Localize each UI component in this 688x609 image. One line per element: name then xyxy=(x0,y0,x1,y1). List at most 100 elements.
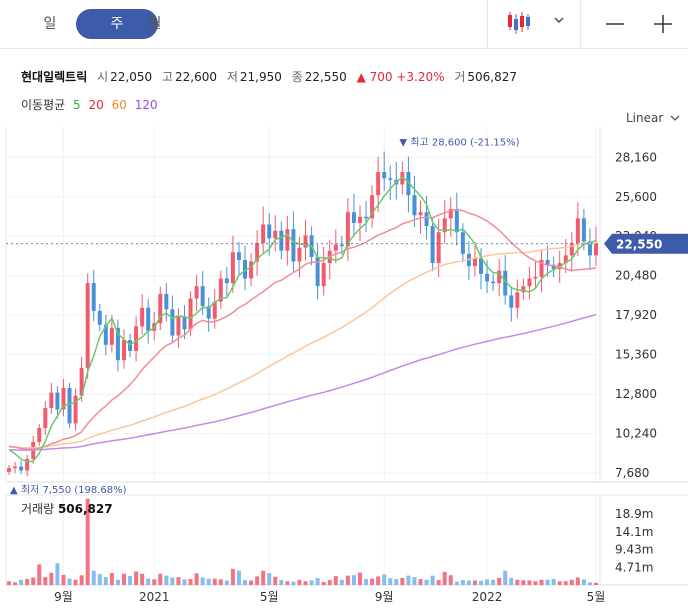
volume-bar xyxy=(188,579,193,585)
candle-body xyxy=(527,278,532,287)
y-tick-label: 7,680 xyxy=(615,466,649,480)
candle-body xyxy=(321,263,326,287)
volume-bar xyxy=(545,579,550,585)
candle-body xyxy=(146,307,151,331)
low-label: 저 xyxy=(226,70,238,84)
volume-bar xyxy=(249,580,254,585)
volume-bar xyxy=(479,580,484,585)
tab-week[interactable]: 주 xyxy=(76,9,158,39)
tab-month[interactable]: 월 xyxy=(148,16,162,32)
volume-bar xyxy=(152,579,157,585)
volume-tick-label: 4.71m xyxy=(615,560,653,574)
volume-bar xyxy=(103,577,108,585)
volume-bar xyxy=(31,577,36,585)
candle-body xyxy=(303,235,308,248)
candle-body xyxy=(267,224,272,239)
tab-day[interactable]: 일 xyxy=(43,16,57,32)
x-tick-label: 5월 xyxy=(260,590,279,604)
volume-bar xyxy=(364,579,369,585)
volume-bar xyxy=(224,580,229,585)
volume-bar xyxy=(575,577,580,585)
candle-body xyxy=(491,281,496,284)
ma120-legend: 120 xyxy=(134,98,158,112)
candle-body xyxy=(249,261,254,279)
candle-body xyxy=(497,270,502,284)
candle-body xyxy=(454,209,459,233)
volume-bar xyxy=(581,579,586,585)
candle-body xyxy=(273,230,278,239)
candle-body xyxy=(224,278,229,284)
x-tick-label: 9월 xyxy=(375,590,394,604)
volume-value: 506,827 xyxy=(467,70,518,84)
volume-bar xyxy=(146,578,151,585)
current-price-badge xyxy=(604,233,688,254)
volume-bar xyxy=(285,581,290,585)
x-tick-label: 5월 xyxy=(587,590,606,604)
volume-bar xyxy=(49,572,54,585)
candle-body xyxy=(503,270,508,296)
volume-tick-label: 9.43m xyxy=(615,543,653,557)
ma-legend-label: 이동평균 xyxy=(21,98,66,112)
change-value: ▲ 700 +3.20% xyxy=(356,70,445,84)
chart-toolbar: 일 주 월 xyxy=(0,0,688,49)
volume-bar xyxy=(164,575,169,585)
candle-body xyxy=(479,258,484,274)
volume-bar xyxy=(37,564,42,585)
volume-bar xyxy=(134,571,139,585)
candle-body xyxy=(472,258,477,267)
volume-bar xyxy=(309,580,314,585)
volume-bar xyxy=(85,498,90,585)
candle-body xyxy=(158,293,163,324)
volume-bar xyxy=(394,579,399,585)
candle-body xyxy=(594,243,598,256)
candle-body xyxy=(581,218,586,242)
candle-body xyxy=(176,317,181,336)
volume-tick-label: 14.1m xyxy=(615,525,653,539)
candle-body xyxy=(218,278,223,302)
volume-bar xyxy=(321,582,326,585)
volume-bar xyxy=(73,579,78,585)
chart-type-button[interactable] xyxy=(500,0,570,48)
scale-mode-select[interactable]: Linear xyxy=(626,111,680,125)
zoom-in-button[interactable] xyxy=(648,0,678,48)
candle-body xyxy=(37,428,42,442)
candle-body xyxy=(388,178,393,180)
candle-body xyxy=(49,392,54,408)
candle-body xyxy=(212,301,217,319)
candle-body xyxy=(442,218,447,233)
volume-bar xyxy=(442,571,447,585)
max-price-annotation: ▼ 최고 28,600 (-21.15%) xyxy=(399,137,519,149)
volume-bar xyxy=(121,573,126,585)
moving-average-legend[interactable]: 이동평균 5 20 60 120 xyxy=(21,96,162,113)
ma60-line xyxy=(8,242,597,449)
volume-bar xyxy=(503,570,508,585)
candle-body xyxy=(140,307,145,327)
candle-body xyxy=(230,252,235,284)
volume-bar xyxy=(261,570,266,585)
candle-body xyxy=(194,286,199,299)
candle-body xyxy=(412,195,417,216)
volume-bar xyxy=(509,577,514,585)
volume-bar xyxy=(527,580,532,585)
volume-bar xyxy=(297,579,302,585)
ma120-line xyxy=(8,313,597,451)
candle-body xyxy=(291,229,296,262)
zoom-out-button[interactable] xyxy=(600,0,630,48)
volume-bar xyxy=(430,575,435,585)
volume-bar xyxy=(79,575,84,585)
volume-bar xyxy=(327,580,332,585)
volume-bar xyxy=(206,578,211,585)
volume-bar xyxy=(194,573,199,585)
candle-body xyxy=(236,252,241,260)
volume-bar xyxy=(91,570,96,585)
volume-bar xyxy=(491,579,496,585)
high-value: 22,600 xyxy=(175,70,217,84)
volume-bar xyxy=(61,574,66,585)
candle-body xyxy=(521,286,526,293)
plus-icon xyxy=(654,15,672,33)
ma5-legend: 5 xyxy=(73,98,81,112)
low-value: 21,950 xyxy=(239,70,282,84)
volume-bar xyxy=(200,577,205,585)
volume-bar xyxy=(273,576,278,585)
